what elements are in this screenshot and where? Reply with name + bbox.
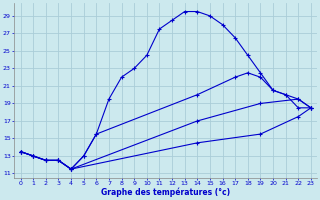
X-axis label: Graphe des températures (°c): Graphe des températures (°c) xyxy=(101,188,230,197)
